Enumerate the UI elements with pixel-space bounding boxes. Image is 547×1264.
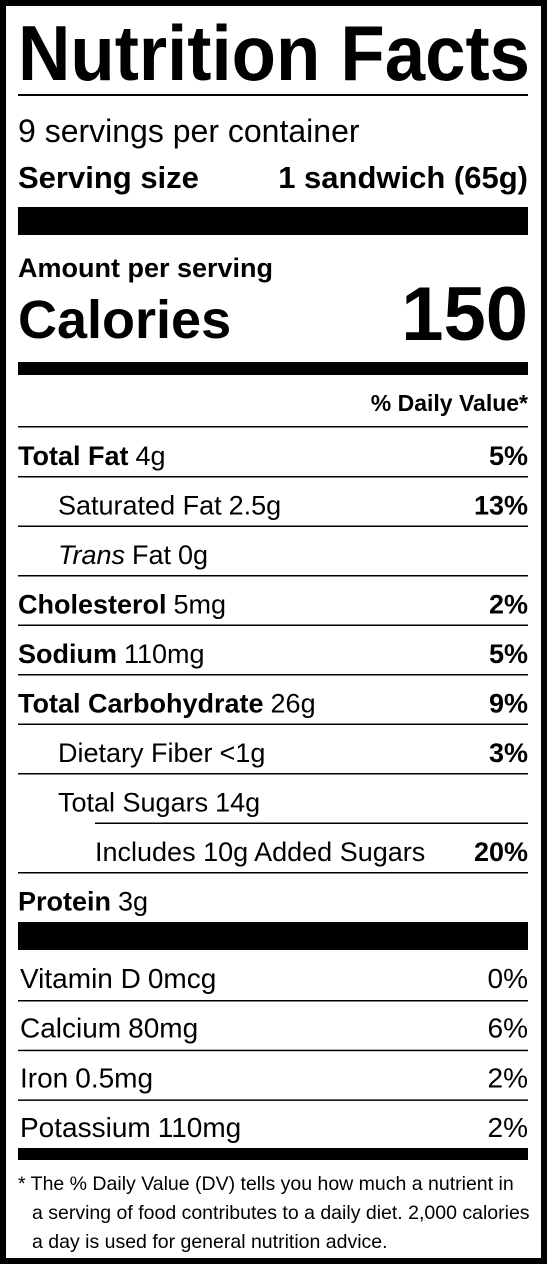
vitamin-name: Vitamin D [20,963,141,994]
amount-per-serving: Amount per serving [18,253,273,283]
calories-label: Calories [18,290,231,350]
vitamin-name: Potassium [20,1112,151,1143]
rule [18,1049,528,1052]
nutrient-amount: 3g [118,887,148,917]
rule [18,94,528,96]
nutrient-name: Saturated Fat [58,491,222,521]
vitamin-row: Calcium 80mg [20,1013,198,1044]
nutrient-amount: 110mg [124,639,205,669]
footnote-line: a serving of food contributes to a daily… [32,1202,530,1224]
servings: 9 servings per container [18,113,360,149]
nutrient-name: Sodium [18,639,117,669]
daily-value-header: % Daily Value* [371,390,528,416]
rule [95,822,528,824]
nutrient-daily-value: 5% [489,441,528,471]
nutrient-name: Dietary Fiber [58,738,213,768]
rule [18,525,528,527]
nutrient-row: Cholesterol 5mg [18,590,226,620]
footnote-line: a day is used for general nutrition advi… [32,1231,388,1253]
nutrient-name: Fat [132,540,172,570]
medium-bar [18,362,528,375]
nutrient-row: Sodium 110mg [18,639,205,669]
rule [18,624,528,626]
serving-size-label: Serving size [18,160,199,195]
rule [18,773,528,775]
nutrient-amount: 14g [215,788,260,818]
rule [18,872,528,874]
nutrient-row: Saturated Fat 2.5g [58,491,281,521]
thick-bar [18,922,528,950]
vitamin-amount: 0mcg [148,963,216,994]
nutrient-amount: 5mg [174,590,227,620]
nutrient-row: Total Sugars 14g [58,788,260,818]
nutrient-name: Protein [18,887,111,917]
vitamin-name: Calcium [20,1013,121,1044]
vitamin-amount: 80mg [128,1013,198,1044]
nutrient-name: Total Sugars [58,788,208,818]
vitamin-amount: 0.5mg [75,1062,153,1093]
vitamin-row: Iron 0.5mg [20,1062,153,1093]
nutrient-daily-value: 2% [489,590,528,620]
vitamin-daily-value: 6% [488,1013,528,1044]
nutrient-row: Includes 10g Added Sugars [95,837,425,867]
nutrient-row: Total Fat 4g [18,441,166,471]
nutrient-name-italic: Trans [58,540,125,570]
nutrient-amount: 4g [136,441,166,471]
nutrient-daily-value: 3% [489,738,528,768]
nutrient-daily-value: 20% [474,837,528,867]
calories-value: 150 [401,272,528,357]
rule [18,426,528,428]
nutrient-name: Includes 10g Added Sugars [95,837,425,867]
title: Nutrition Facts [18,9,530,97]
vitamin-row: Vitamin D 0mcg [20,963,216,994]
nutrient-daily-value: 9% [489,689,528,719]
nutrient-name: Total Fat [18,441,129,471]
vitamin-name: Iron [20,1062,68,1093]
nutrient-daily-value: 13% [474,491,528,521]
nutrient-row: Protein 3g [18,887,148,917]
medium-bar [18,1148,528,1160]
vitamin-daily-value: 2% [488,1062,528,1093]
nutrient-row: Trans Fat 0g [58,540,208,570]
nutrient-amount: <1g [220,738,266,768]
rule [18,476,528,478]
footnote-line: * The % Daily Value (DV) tells you how m… [18,1173,514,1195]
nutrient-amount: 2.5g [229,491,282,521]
vitamin-amount: 110mg [158,1112,242,1143]
rule [18,1099,528,1101]
nutrient-name: Total Carbohydrate [18,689,264,719]
rule [18,723,528,725]
nutrient-name: Cholesterol [18,590,167,620]
nutrient-row: Total Carbohydrate 26g [18,689,316,719]
vitamin-daily-value: 0% [488,963,528,994]
serving-size-value: 1 sandwich (65g) [278,160,528,195]
nutrient-amount: 26g [271,689,316,719]
nutrient-amount: 0g [178,540,208,570]
nutrient-daily-value: 5% [489,639,528,669]
vitamin-row: Potassium 110mg [20,1112,241,1143]
rule [18,1000,528,1002]
rule [18,575,528,577]
vitamin-daily-value: 2% [488,1112,528,1143]
nutrient-row: Dietary Fiber <1g [58,738,265,768]
rule [18,674,528,676]
thick-bar [18,207,528,235]
